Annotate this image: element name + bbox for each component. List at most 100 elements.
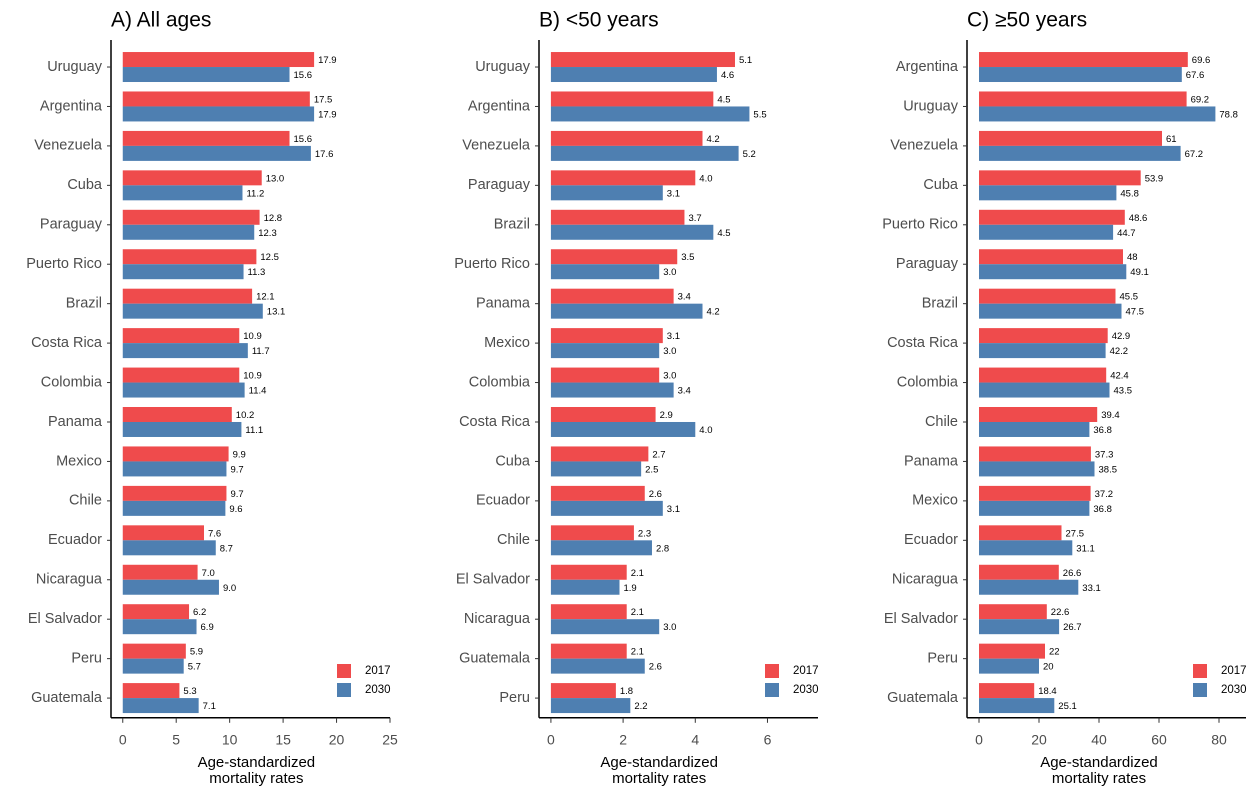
bar (122, 145, 311, 161)
bar (550, 264, 660, 280)
data-label: 4.0 (699, 425, 712, 436)
y-tick-label: Puerto Rico (26, 256, 102, 272)
x-tick-label: 25 (382, 732, 398, 748)
bar (122, 52, 315, 68)
y-tick-label: Argentina (468, 98, 531, 114)
data-label: 38.5 (1099, 464, 1118, 475)
data-label: 11.1 (245, 425, 263, 436)
data-label: 7.0 (202, 568, 215, 579)
bar (122, 500, 226, 516)
bar (550, 106, 750, 122)
data-label: 5.1 (739, 55, 752, 66)
y-tick-label: Cuba (67, 177, 103, 193)
y-tick-label: Nicaragua (464, 611, 531, 627)
y-tick-label: Paraguay (468, 177, 531, 193)
x-tick-label: 2 (619, 732, 627, 748)
data-label: 2.3 (638, 528, 651, 539)
bar (122, 91, 310, 107)
data-label: 61 (1166, 134, 1177, 145)
y-tick-label: Colombia (897, 374, 959, 390)
bar (550, 525, 634, 541)
data-label: 36.8 (1093, 425, 1112, 436)
data-label: 45.5 (1120, 292, 1139, 303)
y-tick-label: Uruguay (47, 59, 103, 75)
data-label: 53.9 (1145, 173, 1164, 184)
data-label: 33.1 (1082, 583, 1101, 594)
bar (122, 658, 184, 674)
bar (122, 461, 227, 477)
y-tick-label: Puerto Rico (882, 217, 958, 233)
x-tick-label: 0 (975, 732, 983, 748)
data-label: 3.0 (663, 267, 676, 278)
y-tick-label: Panama (48, 414, 103, 430)
bar (550, 91, 714, 107)
data-label: 3.5 (681, 252, 694, 263)
bar (550, 288, 674, 304)
x-axis-label: Age-standardized mortality rates (600, 754, 718, 787)
data-label: 3.1 (667, 188, 680, 199)
y-tick-label: Guatemala (31, 690, 103, 706)
x-tick-label: 80 (1211, 732, 1227, 748)
bar (122, 185, 243, 201)
data-label: 20 (1043, 662, 1054, 673)
bar (122, 328, 240, 344)
y-tick-label: Venezuela (34, 138, 103, 154)
y-tick-label: Argentina (40, 98, 103, 114)
y-tick-label: Costa Rica (31, 335, 103, 351)
y-tick-label: Peru (499, 690, 530, 706)
bar (550, 446, 649, 462)
data-label: 17.6 (315, 149, 334, 160)
bar (979, 52, 1188, 68)
bar (550, 485, 645, 501)
bar (550, 209, 685, 225)
bar (979, 698, 1055, 714)
data-label: 7.6 (208, 528, 221, 539)
bar (979, 382, 1110, 398)
bar (550, 145, 739, 161)
y-tick-label: Colombia (41, 374, 103, 390)
data-label: 10.9 (243, 331, 262, 342)
data-label: 5.3 (183, 686, 196, 697)
data-label: 9.7 (230, 489, 243, 500)
data-label: 12.8 (264, 213, 283, 224)
data-label: 15.6 (294, 70, 313, 81)
bar (979, 643, 1045, 659)
chart-title: A) All ages (111, 9, 211, 32)
y-tick-label: Mexico (912, 493, 958, 509)
data-label: 5.5 (753, 109, 766, 120)
data-label: 26.6 (1063, 568, 1082, 579)
bar (979, 303, 1122, 319)
bar (979, 288, 1116, 304)
y-tick-label: Panama (476, 295, 531, 311)
bar (550, 643, 627, 659)
bar (550, 343, 660, 359)
y-tick-label: Chile (497, 532, 530, 548)
bar (122, 224, 255, 240)
data-label: 42.2 (1110, 346, 1129, 357)
y-tick-label: Peru (927, 650, 958, 666)
bar (122, 525, 204, 541)
bar (122, 683, 180, 699)
data-label: 17.9 (318, 55, 337, 66)
data-label: 10.9 (243, 371, 262, 382)
bar (122, 67, 290, 83)
bar (979, 130, 1162, 146)
bar (979, 564, 1059, 580)
legend-swatch (1193, 683, 1207, 697)
bar (979, 579, 1079, 595)
y-tick-label: El Salvador (884, 611, 958, 627)
bar (122, 382, 245, 398)
x-axis-label: Age-standardized mortality rates (197, 754, 316, 787)
bar (550, 185, 663, 201)
bar (979, 485, 1091, 501)
data-label: 11.2 (246, 188, 264, 199)
y-tick-label: Peru (71, 650, 102, 666)
y-tick-label: Colombia (469, 374, 531, 390)
data-label: 4.2 (707, 307, 720, 318)
bar (550, 407, 656, 422)
bar (550, 564, 627, 580)
legend-swatch (337, 683, 351, 697)
bar (979, 421, 1090, 437)
legend-label: 2017 (1221, 665, 1247, 677)
